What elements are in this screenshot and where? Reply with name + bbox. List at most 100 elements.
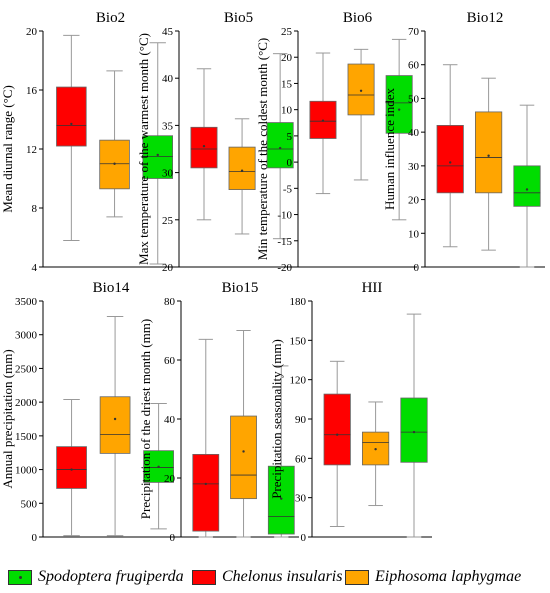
box-spodoptera-frugiperda [266,53,294,240]
mean-marker [240,169,244,172]
y-tick-label: -5 [283,183,293,195]
y-tick-label: 20 [408,195,420,207]
y-tick-label: 16 [26,85,38,97]
iqr-box [323,393,351,466]
panel-title: Bio12 [467,10,504,26]
iqr-box [142,135,173,179]
mean-marker [70,468,73,471]
y-tick-label: 45 [162,26,174,38]
legend-swatch-eiphosoma [345,569,369,585]
y-tick-label: 40 [408,127,420,139]
iqr-box [474,111,503,194]
y-tick-label: 5 [287,131,293,143]
y-tick-label: 3500 [15,296,38,308]
mean-marker [359,89,363,92]
mean-marker [525,188,529,191]
legend-label-eiphosoma: Eiphosoma laphygmae [375,568,522,585]
mean-marker [202,144,206,148]
box-spodoptera-frugiperda [143,402,174,530]
mean-marker [280,497,283,500]
y-tick-label: 30 [162,168,174,180]
y-tick-label: 4 [32,262,38,274]
iqr-box [400,397,428,463]
y-tick-label: -15 [277,236,292,248]
y-tick-label: 40 [164,414,176,426]
legend-swatch-chelonus [192,569,216,585]
y-tick-label: 8 [32,203,38,215]
mean-marker [113,417,117,421]
y-tick-label: 25 [281,26,293,38]
box-eiphosoma-laphygmae [361,401,390,507]
box-eiphosoma-laphygmae [474,77,503,251]
y-tick-label: 35 [162,120,174,132]
iqr-box [228,146,256,190]
mean-marker [321,119,325,122]
panel-bio6: Bio6 -20 -15 -10 -5 0 5 10 15 20 25 Min temperature… [255,10,417,274]
y-tick-label: 0 [287,157,293,169]
iqr-box [192,453,220,532]
box-chelonus-insularis [190,68,218,221]
iqr-box [99,396,131,454]
y-tick-label: 15 [281,78,293,90]
y-tick-label: 12 [26,144,37,156]
y-tick-label: 60 [164,355,176,367]
box-eiphosoma-laphygmae [230,330,257,538]
y-tick-label: 180 [290,296,307,308]
box-eiphosoma-laphygmae [99,70,130,218]
box-spodoptera-frugiperda [142,42,173,265]
legend-item-spodoptera: Spodoptera frugiperda [8,566,184,588]
y-tick-label: 30 [408,161,420,173]
y-axis-label: Max temperature of the warmest month (°C… [136,33,151,265]
box-chelonus-insularis [309,52,337,195]
panel-title: Bio5 [224,10,253,26]
mean-marker [412,430,416,434]
y-tick-label: 20 [281,52,293,64]
y-tick-label: -20 [277,262,292,274]
box-spodoptera-frugiperda [513,104,541,268]
panel-bio2: Bio2 4 8 12 16 20 Mean diurnal range (°C) [0,10,178,274]
y-tick-label: -10 [277,210,292,222]
panel-hii: HII 0 30 60 90 120 150 180 Precipitation seasona… [269,280,432,544]
mean-marker [242,450,245,453]
y-tick-label: 0 [414,262,420,274]
y-tick-label: 0 [170,532,176,544]
mean-marker [278,146,282,150]
y-tick-label: 2000 [15,397,38,409]
y-tick-label: 60 [408,60,420,72]
y-tick-label: 500 [21,498,38,510]
y-tick-label: 150 [290,335,307,347]
y-tick-label: 40 [162,73,174,85]
iqr-box [266,122,294,169]
y-tick-label: 10 [408,228,420,240]
y-axis-label: Human influence index [382,87,397,210]
box-chelonus-insularis [192,338,220,538]
y-tick-label: 120 [290,375,307,387]
y-tick-label: 20 [26,26,38,38]
mean-marker [204,482,207,486]
box-chelonus-insularis [436,64,464,248]
legend-swatch-spodoptera [8,569,32,585]
mean-marker [336,433,339,436]
legend-label-spodoptera: Spodoptera frugiperda [38,568,184,585]
y-tick-label: 25 [162,215,174,227]
iqr-box [190,126,218,169]
iqr-box [513,165,541,207]
y-tick-label: 10 [281,105,293,117]
iqr-box [347,63,375,116]
legend-item-eiphosoma: Eiphosoma laphygmae [345,566,521,588]
legend-item-chelonus: Chelonus insularis [192,566,342,588]
iqr-box [267,465,295,535]
panel-bio5: Bio5 20 25 30 35 40 45 Max temperature of the w… [136,10,298,274]
y-tick-label: 60 [295,453,307,465]
y-tick-label: 70 [408,26,420,38]
y-tick-label: 20 [164,473,176,485]
box-spodoptera-frugiperda [400,313,428,538]
y-tick-label: 2500 [15,363,38,375]
legend: Spodoptera frugiperda Chelonus insularis… [0,562,550,590]
panel-title: Bio15 [222,280,259,296]
box-spodoptera-frugiperda [385,38,413,221]
y-tick-label: 1000 [15,465,38,477]
box-spodoptera-frugiperda [267,365,295,538]
y-axis-label: Annual precipitation (mm) [0,349,15,488]
